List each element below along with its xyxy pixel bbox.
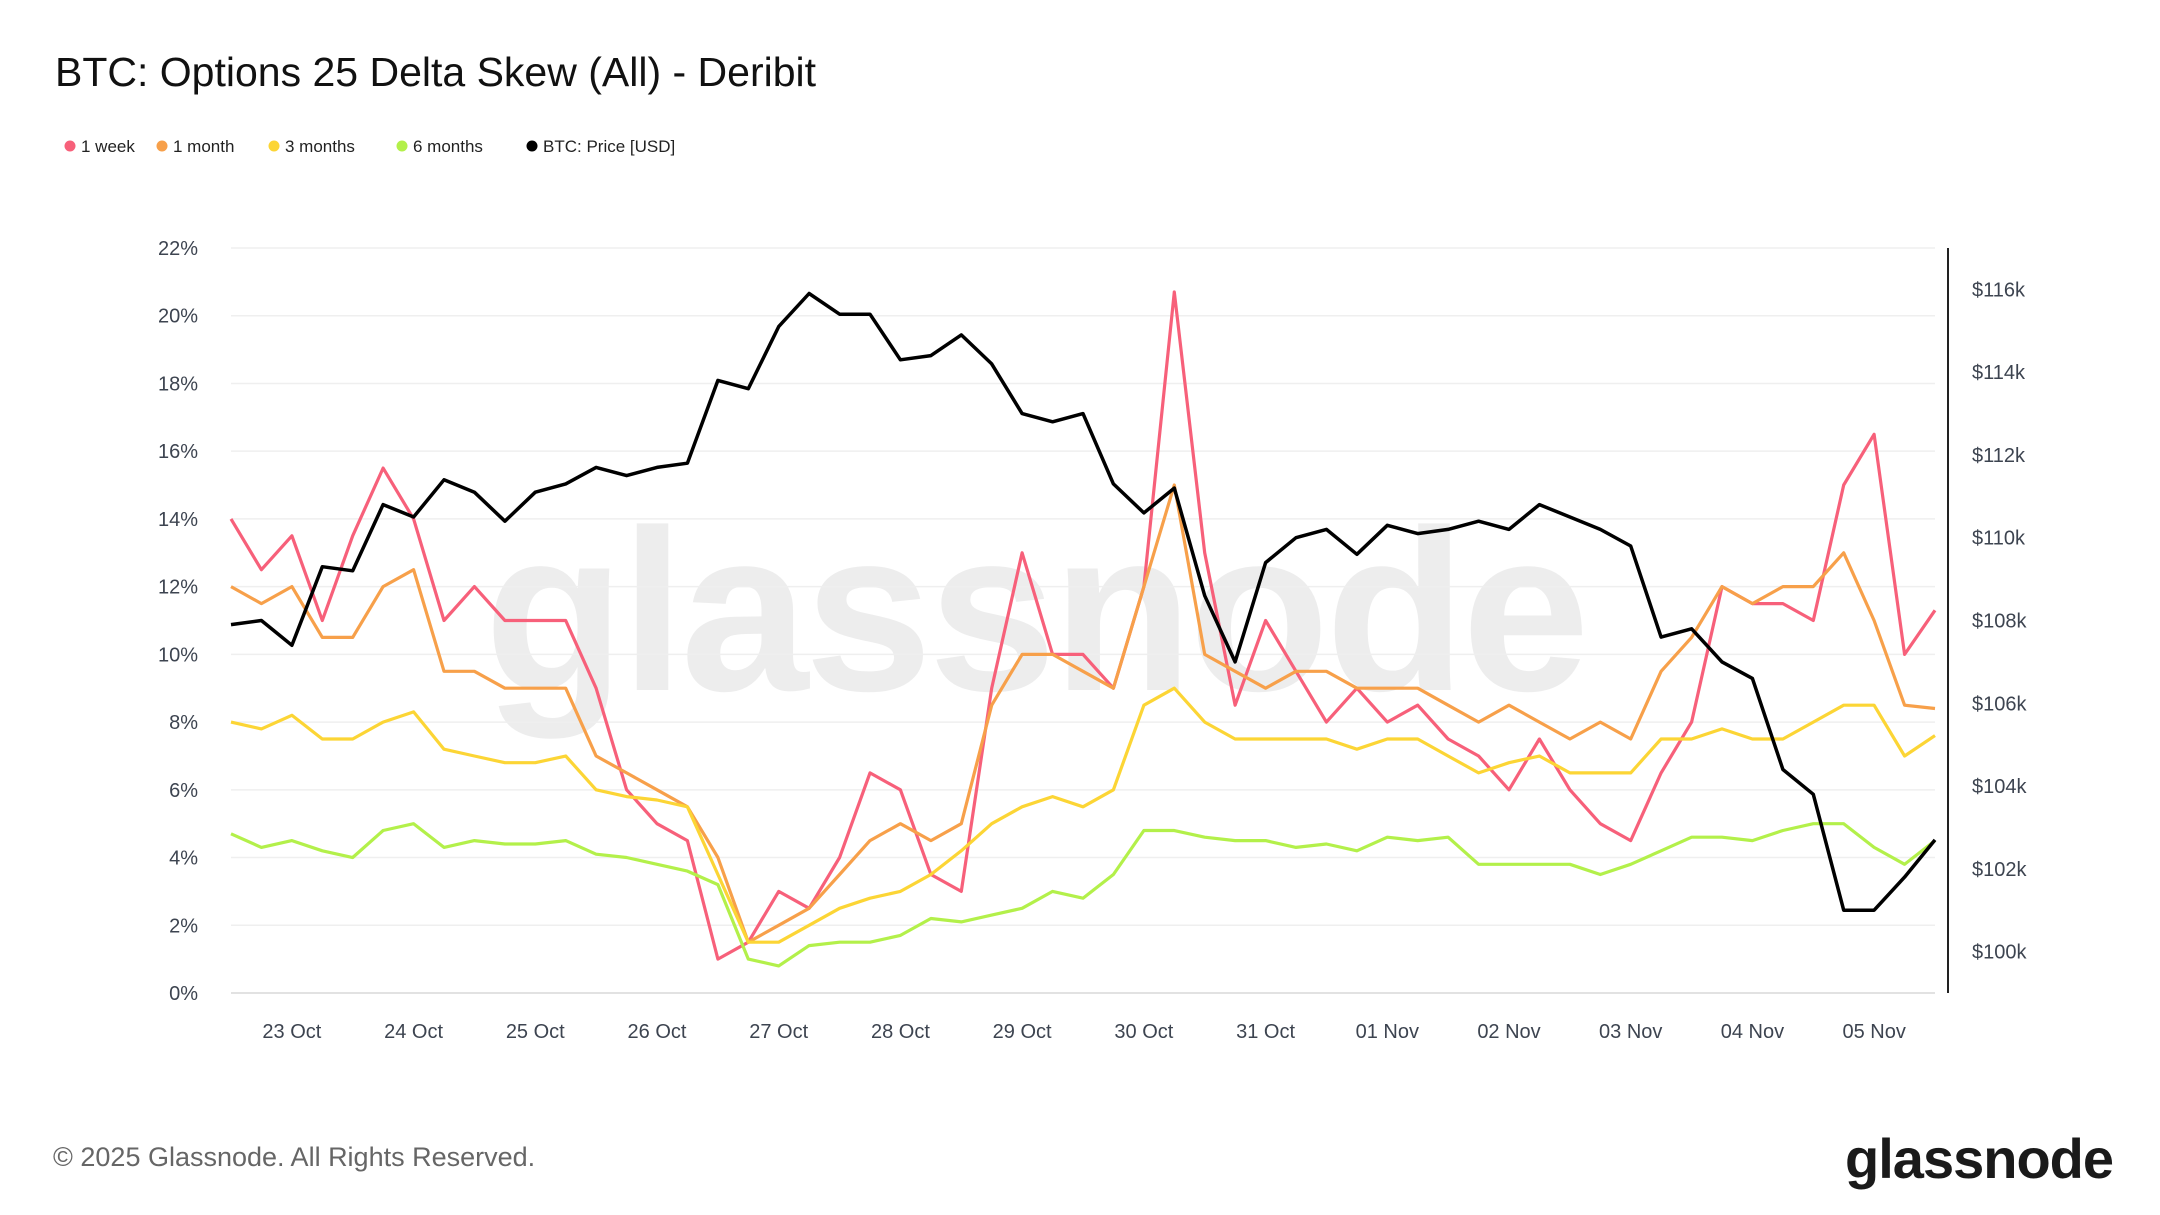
legend-label: 3 months [285, 137, 355, 156]
y-right-tick-label: $110k [1972, 528, 2026, 550]
y-right-tick-label: $114k [1972, 362, 2026, 384]
y-right-tick-label: $112k [1972, 445, 2026, 467]
y-tick-label: 6% [169, 780, 198, 802]
y-tick-label: 10% [158, 644, 198, 666]
y-right-tick-label: $106k [1972, 693, 2027, 715]
series-line-3-months [230, 686, 1936, 944]
y-tick-label: 4% [169, 848, 198, 870]
y-right-tick-label: $104k [1972, 776, 2027, 798]
x-tick-label: 02 Nov [1477, 1021, 1540, 1043]
y-tick-label: 2% [169, 915, 198, 937]
legend-label: 1 week [81, 137, 135, 156]
x-tick-label: 27 Oct [749, 1021, 808, 1043]
series-line-6-months [230, 822, 1936, 968]
y-right-tick-label: $116k [1972, 279, 2026, 301]
series-line-1-month [230, 483, 1936, 944]
legend-marker [156, 140, 168, 152]
series-group [229, 290, 1937, 968]
y-right-tick-label: $108k [1972, 611, 2027, 633]
x-tick-label: 24 Oct [384, 1021, 443, 1043]
y-right-tick-label: $100k [1972, 942, 2027, 964]
x-tick-label: 28 Oct [871, 1021, 930, 1043]
y-tick-label: 16% [158, 441, 198, 463]
x-tick-label: 23 Oct [262, 1021, 321, 1043]
glassnode-logo: glassnode [1845, 1127, 2113, 1190]
legend-marker [396, 140, 408, 152]
copyright: © 2025 Glassnode. All Rights Reserved. [53, 1142, 535, 1172]
y-tick-label: 8% [169, 712, 198, 734]
x-tick-label: 03 Nov [1599, 1021, 1662, 1043]
x-tick-label: 25 Oct [506, 1021, 565, 1043]
x-tick-label: 01 Nov [1356, 1021, 1419, 1043]
y-right-tick-label: $102k [1972, 859, 2027, 881]
watermark: glassnode [484, 482, 1586, 739]
y-tick-label: 14% [158, 509, 198, 531]
legend: 1 week 1 month 3 months 6 months BTC: Price … [64, 137, 675, 156]
legend-marker [526, 140, 538, 152]
series-line-btc-price-usd- [230, 291, 1937, 912]
series-line-1-week [229, 290, 1937, 961]
x-tick-label: 05 Nov [1842, 1021, 1905, 1043]
y-tick-label: 18% [158, 373, 198, 395]
legend-marker [268, 140, 280, 152]
legend-label: 6 months [413, 137, 483, 156]
legend-label: BTC: Price [USD] [543, 137, 675, 156]
x-tick-label: 31 Oct [1236, 1021, 1295, 1043]
y-tick-label: 20% [158, 306, 198, 328]
legend-marker [64, 140, 76, 152]
x-tick-label: 26 Oct [628, 1021, 687, 1043]
x-tick-label: 30 Oct [1114, 1021, 1173, 1043]
y-tick-label: 0% [169, 983, 198, 1005]
x-tick-label: 04 Nov [1721, 1021, 1784, 1043]
x-axis: 23 Oct 24 Oct 25 Oct 26 Oct 27 Oct 28 Oct 29 O… [262, 1021, 1905, 1043]
y-axis-right: $100k $102k $104k $106k $108k $110k $112k $114k… [1947, 248, 2027, 993]
y-tick-label: 12% [158, 577, 198, 599]
y-tick-label: 22% [158, 238, 198, 260]
y-axis-left: 0% 2% 4% 6% 8% 10% 12% 14% 16% 18% 20% 22% [158, 238, 198, 1005]
chart-title: BTC: Options 25 Delta Skew (All) - Derib… [55, 49, 817, 95]
x-tick-label: 29 Oct [993, 1021, 1052, 1043]
legend-label: 1 month [173, 137, 234, 156]
